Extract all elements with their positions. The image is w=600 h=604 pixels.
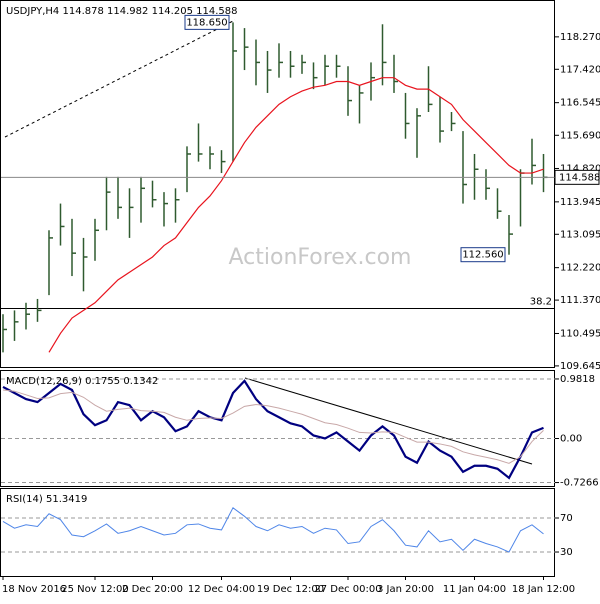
x-tick-label: 18 Jan 12:00 (512, 584, 575, 595)
x-tick-label: 3 Jan 20:00 (377, 584, 434, 595)
price-frame (0, 0, 555, 368)
panel-title: MACD(12,26,9) 0.1755 0.1342 (6, 376, 158, 387)
annotation-box (184, 14, 230, 30)
y-tick-label: 110.495 (560, 328, 600, 339)
annotation-box (460, 247, 506, 263)
header-value: 51.3419 (46, 494, 87, 505)
y-tick-label: 115.690 (560, 130, 600, 141)
y-tick-label: 113.945 (560, 197, 600, 208)
series-line (2, 507, 544, 553)
header-value: 0.1342 (123, 376, 158, 387)
y-tick-label: 30 (560, 547, 573, 558)
y-tick-label: 114.820 (560, 163, 600, 174)
header-value: 114.588 (196, 6, 237, 17)
watermark: ActionForex.com (229, 245, 412, 270)
header-value: 114.205 (152, 6, 193, 17)
last-price-box (554, 169, 600, 185)
panel-title-text: RSI(14) (6, 494, 43, 505)
x-tick-label: 27 Dec 00:00 (314, 584, 381, 595)
panel-title: RSI(14) 51.3419 (6, 494, 87, 505)
x-tick-label: 2 Dec 20:00 (122, 584, 183, 595)
y-tick-label: 117.420 (560, 64, 600, 75)
y-tick-label: 113.095 (560, 229, 600, 240)
y-tick-label: 111.370 (560, 295, 600, 306)
panel-title-text: MACD(12,26,9) (6, 376, 82, 387)
annotation-label: 112.560 (462, 250, 503, 261)
annotation-label: 118.650 (186, 17, 227, 28)
rsi-frame (0, 488, 555, 577)
y-tick-label: 109.645 (560, 361, 600, 372)
moving-average (48, 77, 544, 353)
trend-line (4, 19, 236, 138)
y-tick-label: 0.00 (560, 433, 582, 444)
series-line (2, 389, 544, 464)
fib-label: 38.2 (530, 296, 552, 307)
x-tick-label: 19 Dec 12:00 (257, 584, 324, 595)
panel-title: USDJPY,H4 114.878 114.982 114.205 114.58… (6, 6, 237, 17)
last-price-label: 114.588 (559, 172, 600, 183)
y-tick-label: 70 (560, 513, 573, 524)
macd-frame (0, 370, 555, 487)
x-tick-label: 11 Jan 04:00 (443, 584, 506, 595)
macd-trend-line (244, 377, 533, 465)
header-value: 0.1755 (85, 376, 120, 387)
x-tick-label: 25 Nov 12:00 (61, 584, 128, 595)
x-tick-label: 12 Dec 04:00 (188, 584, 255, 595)
y-tick-label: -0.7266 (560, 478, 599, 489)
y-tick-label: 112.220 (560, 263, 600, 274)
y-tick-label: 118.270 (560, 32, 600, 43)
y-tick-label: 116.545 (560, 98, 600, 109)
header-value: 114.878 (62, 6, 103, 17)
panel-title-text: USDJPY,H4 (6, 6, 59, 17)
y-tick-label: 0.9818 (560, 374, 595, 385)
x-tick-label: 18 Nov 2016 (2, 584, 66, 595)
header-value: 114.982 (107, 6, 148, 17)
series-line (2, 379, 544, 480)
